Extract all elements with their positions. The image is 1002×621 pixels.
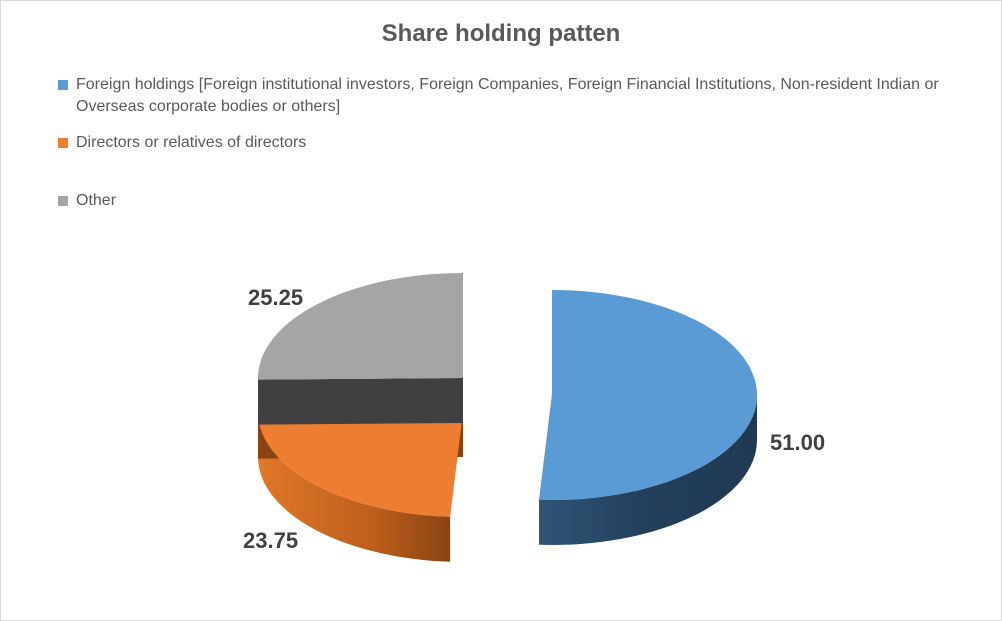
legend-label-directors: Directors or relatives of directors (76, 134, 307, 151)
legend-item-directors: Directors or relatives of directors (58, 132, 976, 154)
slice-foreign-holdings-side (539, 395, 757, 545)
legend-label-foreign-holdings: Foreign holdings [Foreign institutional … (76, 76, 939, 115)
data-label-other: 25.25 (248, 285, 303, 310)
data-label-foreign-holdings: 51.00 (770, 430, 825, 455)
slice-directors-side (258, 413, 451, 562)
legend-swatch-directors (58, 138, 68, 148)
legend-label-other: Other (76, 192, 117, 209)
legend-item-foreign-holdings: Foreign holdings [Foreign institutional … (58, 74, 976, 118)
slice-other-top (258, 273, 463, 380)
slice-foreign-holdings-top (539, 290, 758, 501)
slice-directors (258, 412, 463, 562)
legend-item-other: Other (58, 190, 976, 212)
slice-directors-top (258, 412, 463, 517)
chart-title: Share holding patten (381, 20, 621, 47)
legend-swatch-foreign-holdings (58, 80, 68, 90)
slice-foreign-holdings (539, 290, 758, 545)
slice-other-cut (258, 378, 463, 425)
legend-swatch-other (58, 196, 68, 206)
data-label-directors: 23.75 (243, 528, 298, 553)
slice-other (258, 273, 463, 425)
